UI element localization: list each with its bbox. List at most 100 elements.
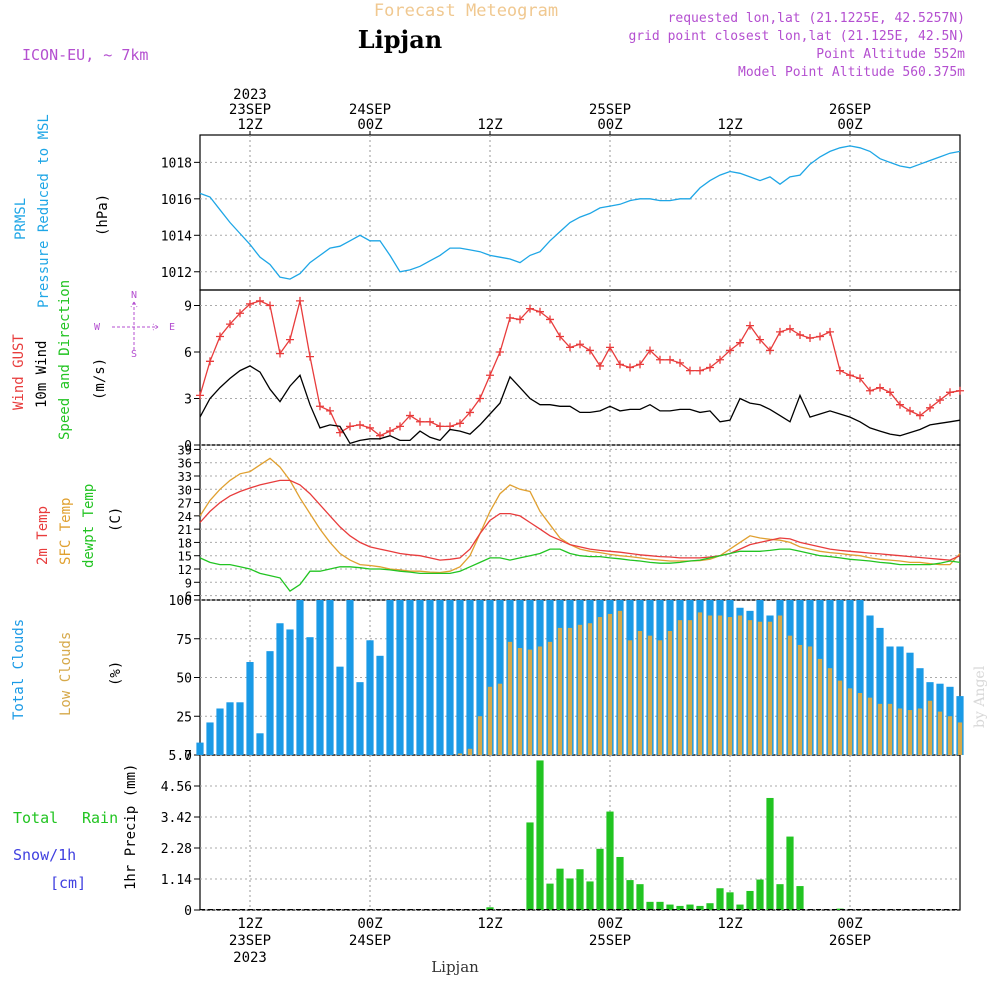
gust-point-marker [706,363,714,372]
total-cloud-bar [216,708,224,755]
top-time-label: 12Z [717,117,742,133]
rain-bar [536,760,544,910]
point-altitude: Point Altitude 552m [816,47,965,62]
total-cloud-bar [396,600,404,755]
gust-point-marker [346,422,354,431]
gust-point-marker [596,361,604,370]
total-cloud-bar [256,733,264,755]
rain-bar [706,903,714,910]
temp-tick-label: 33 [178,470,192,484]
gust-point-marker [396,422,404,431]
gust-point-marker [196,391,204,400]
gust-point-marker [756,335,764,344]
total-cloud-bar [376,655,384,755]
gust-point-marker [886,388,894,397]
gust-point-marker [676,358,684,367]
low-cloud-bar [637,631,643,755]
total-cloud-bar [856,600,864,755]
total-cloud-bar [386,600,394,755]
total-cloud-bar [846,600,854,755]
total-cloud-bar [906,652,914,755]
gust-point-marker [366,423,374,432]
low-cloud-bar [747,620,753,755]
cloud-label-unit: (%) [108,661,124,686]
precip-tick-label: 2.28 [161,842,192,857]
total-cloud-bar [346,600,354,755]
gust-point-marker [616,360,624,369]
low-cloud-bar [607,613,613,755]
gust-point-marker [306,352,314,361]
gust-point-marker [686,366,694,375]
total-cloud-bar [286,629,294,755]
gust-point-marker [266,301,274,310]
gust-point-marker [726,346,734,355]
low-cloud-bar [777,615,783,755]
precip-labels: Total Rain Snow/1h [cm] 1hr Precip (mm) [13,764,139,892]
total-cloud-bar [876,627,884,755]
low-cloud-bar [567,627,573,755]
rain-bar [746,890,754,910]
rain-bar [526,822,534,910]
low-cloud-bar [887,703,893,755]
rain-bar [766,797,774,910]
temp-tick-label: 27 [178,497,192,511]
gust-point-marker [336,428,344,437]
gust-point-marker [456,419,464,428]
low-cloud-bar [487,686,493,755]
total-cloud-bar [416,600,424,755]
low-cloud-bar [827,668,833,755]
top-time-label: 2023 [233,87,267,103]
rain-bar [716,888,724,910]
low-cloud-bar [537,646,543,755]
gust-point-marker [796,330,804,339]
low-cloud-bar [627,640,633,755]
temp-label-2m: 2m Temp [35,506,51,565]
total-cloud-bar [206,722,214,755]
gust-point-marker [256,296,264,305]
compass-e: E [169,322,175,333]
wind-frame [199,289,961,446]
bottom-time-label: 12Z [237,916,262,932]
panel-layer: 1012101410161018036969121518212427303336… [161,87,964,966]
rain-bar [636,884,644,910]
total-cloud-bar [326,600,334,755]
total-cloud-bar [456,600,464,755]
gust-point-marker [606,343,614,352]
pressure-series-line [199,145,961,280]
low-cloud-bar [847,688,853,755]
total-cloud-bar [276,623,284,755]
precip-label-rain: Rain [82,809,118,827]
low-cloud-bar [897,708,903,755]
total-cloud-bar [296,600,304,755]
gust-point-marker [786,324,794,333]
temp-label-unit: (C) [108,507,124,532]
bottom-time-label: 24SEP [349,933,391,949]
gust-point-marker [866,386,874,395]
low-cloud-bar [917,708,923,755]
low-cloud-bar [727,617,733,755]
gust-point-marker [696,366,704,375]
wind-tick-label: 3 [184,393,192,408]
temp-tick-label: 6 [185,590,192,604]
temp-2m-series-line [199,479,961,561]
pressure-tick-label: 1012 [161,266,192,281]
wind-label-speed-dir: Speed and Direction [57,280,73,440]
rain-bar [606,811,614,910]
temp-tick-label: 36 [178,457,192,471]
low-cloud-bar [547,641,553,755]
total-cloud-bar [336,666,344,755]
gust-point-marker [466,408,474,417]
pressure-labels: PRMSL Pressure Reduced to MSL (hPa) [13,114,111,308]
low-cloud-bar [477,716,483,755]
low-cloud-bar [797,644,803,755]
rain-bar [666,904,674,910]
gust-point-marker [926,403,934,412]
bottom-time-label: 25SEP [589,933,631,949]
bottom-time-label: 00Z [597,916,622,932]
gust-point-marker [816,332,824,341]
top-time-label: 12Z [237,117,262,133]
total-cloud-bar [246,662,254,755]
top-time-label: 00Z [597,117,622,133]
rain-bar [566,878,574,910]
wind-tick-label: 9 [184,300,192,315]
